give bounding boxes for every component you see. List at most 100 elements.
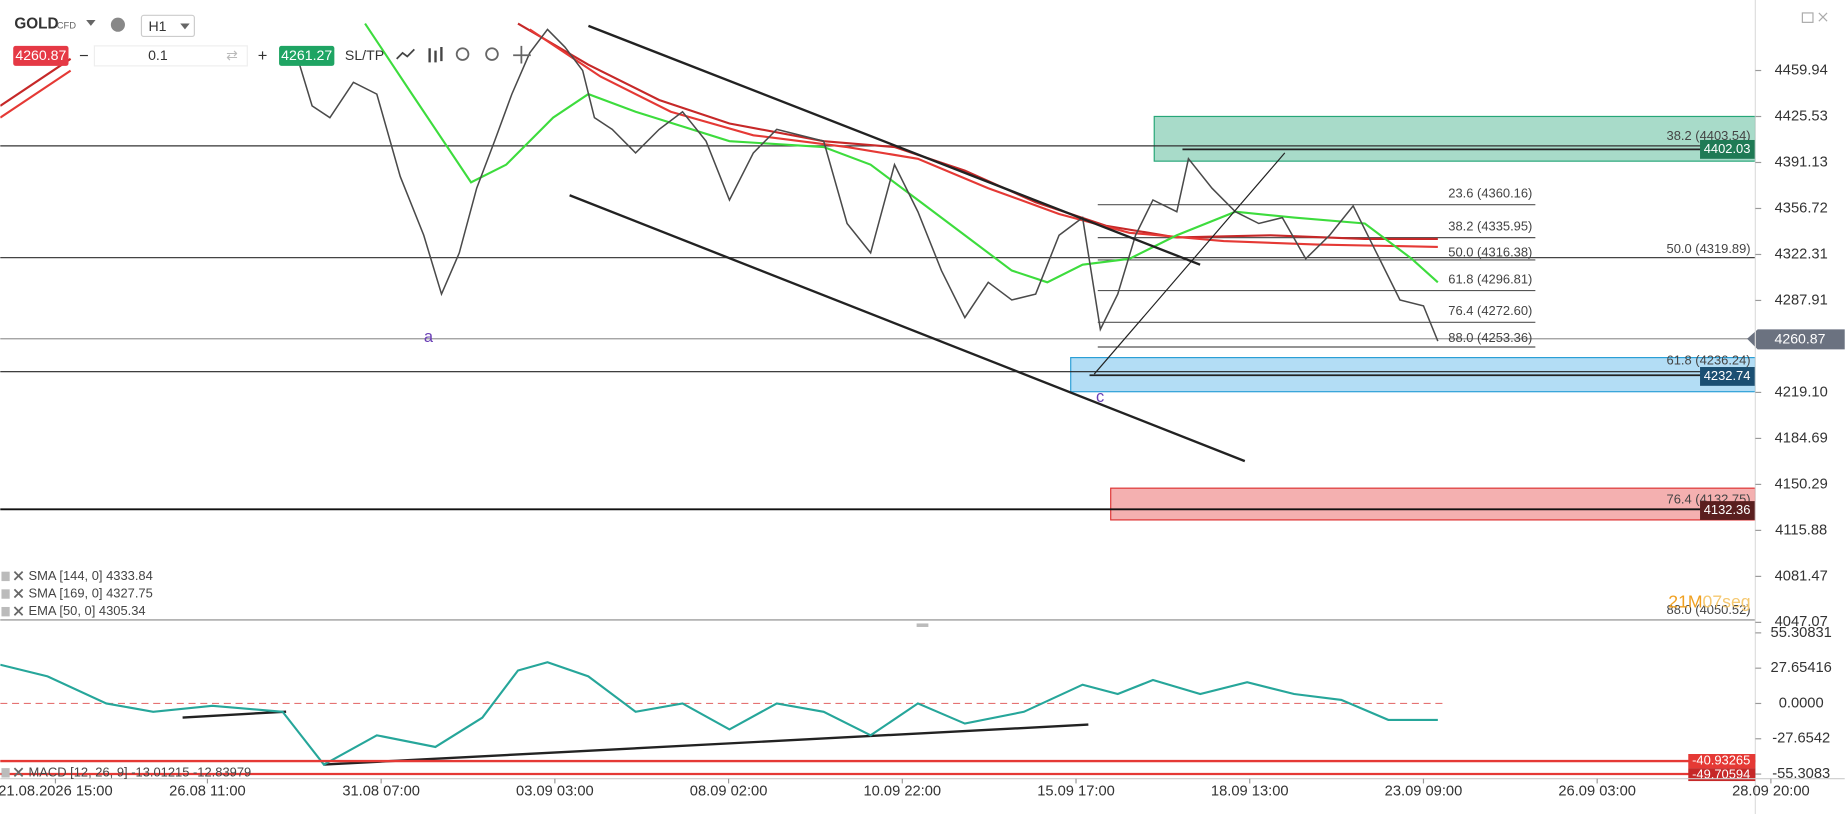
legend-remove[interactable] — [13, 571, 24, 581]
y-tick-label: 4115.88 — [1775, 522, 1827, 538]
dropdown-arrow[interactable] — [86, 19, 96, 26]
x-tick-label: 15.09 17:00 — [1037, 784, 1115, 800]
macd-tag-box — [1688, 768, 1756, 782]
window-icon[interactable] — [1801, 12, 1814, 23]
x-tick-label: 23.09 09:00 — [1385, 784, 1463, 800]
symbol[interactable]: GOLD — [14, 16, 58, 33]
sl-tp-button[interactable]: SL/TP — [345, 47, 384, 63]
sell-price: 4260.87 — [15, 47, 66, 63]
y-tick-label: 4356.72 — [1775, 200, 1828, 216]
price-tag: 4232.74 — [1704, 368, 1751, 383]
fib-label: 88.0 (4253.36) — [1448, 330, 1532, 345]
legend-icon — [1, 606, 10, 617]
macd-tag: -49.70594 — [1692, 767, 1750, 782]
legend-icon — [1, 768, 10, 778]
fib-right-label: 88.0 (4050.52) — [1667, 602, 1751, 617]
y-tick-label: 55.30831 — [1771, 625, 1832, 641]
timeframe-select[interactable] — [140, 14, 195, 38]
macd-tag-box — [1688, 754, 1756, 769]
trendline — [569, 194, 1246, 463]
fib-label: 61.8 (4296.81) — [1448, 271, 1532, 286]
y-tick-label: -55.3083 — [1772, 766, 1830, 782]
y-tick-label: 4150.29 — [1775, 476, 1828, 492]
y-tick-label: 4391.13 — [1775, 154, 1828, 170]
lot-size: 0.1 — [148, 47, 168, 63]
price-tag: 4402.03 — [1704, 141, 1751, 156]
price-tag-box — [1700, 367, 1756, 386]
timeframe: H1 — [148, 18, 166, 34]
zoom-out-icon[interactable] — [455, 47, 470, 61]
toolbar: GOLD CFD H1 4260.87 − 0.1 ⇄ + 4261.27 SL… — [13, 12, 1828, 67]
price-tag-box — [1700, 139, 1756, 159]
axes: 4459.94 4425.53 4391.13 4356.72 4322.31 4287.… — [0, 62, 1832, 799]
price-plot — [0, 22, 1439, 342]
legend-remove[interactable] — [13, 767, 24, 777]
x-tick-label: 31.08 07:00 — [342, 784, 420, 800]
symbol-type: CFD — [57, 19, 77, 30]
buy-price: 4261.27 — [281, 47, 332, 63]
sell-button[interactable] — [13, 45, 69, 66]
y-tick-label: 4459.94 — [1775, 62, 1828, 78]
x-tick-label: 26.08 11:00 — [169, 784, 246, 800]
price-tag: 4132.36 — [1704, 502, 1751, 517]
candle-icon[interactable] — [428, 47, 443, 63]
fib-right-label: 38.2 (4403.54) — [1667, 128, 1751, 143]
fib-right-label: 50.0 (4319.89) — [1667, 241, 1751, 256]
x-tick-label: 18.09 13:00 — [1211, 784, 1289, 800]
timer-minutes: 21M — [1668, 591, 1702, 611]
y-tick-label: 4219.10 — [1775, 384, 1828, 400]
buy-button[interactable] — [279, 45, 335, 66]
indicator-line — [364, 22, 1439, 284]
y-tick-label: 0.0000 — [1779, 695, 1824, 711]
horizontal-lines — [0, 145, 1756, 511]
y-tick-label: 4184.69 — [1775, 430, 1828, 446]
x-tick-label: 21.08.2026 15:00 — [0, 784, 113, 800]
legend-remove[interactable] — [13, 588, 24, 599]
y-tick-label: 4047.07 — [1775, 614, 1828, 630]
fib-label: 76.4 (4272.60) — [1448, 303, 1532, 318]
macd-plot — [0, 661, 1448, 766]
line-chart-icon[interactable] — [396, 48, 415, 60]
x-tick-label: 26.09 03:00 — [1558, 784, 1636, 800]
timer: 21M07seg — [1668, 591, 1750, 611]
y-tick-label: 4322.31 — [1775, 246, 1828, 262]
fib-label: 23.6 (4360.16) — [1448, 186, 1532, 201]
reset-icon[interactable]: ⇄ — [226, 47, 238, 63]
trendline — [323, 723, 1089, 766]
supply-zone — [1153, 115, 1756, 162]
macd-tag: -40.93265 — [1692, 752, 1750, 767]
trendline — [588, 24, 1201, 266]
fib-label: 50.0 (4316.38) — [1448, 244, 1532, 259]
legend-remove[interactable] — [13, 606, 24, 616]
dropdown-arrow — [180, 23, 190, 30]
wave-label: c — [1096, 388, 1104, 406]
fib-label: 38.2 (4335.95) — [1448, 218, 1532, 233]
info-icon[interactable] — [110, 17, 125, 32]
x-tick-label: 08.09 02:00 — [690, 784, 768, 800]
indicator-line — [0, 22, 1438, 240]
indicator-line — [0, 661, 1438, 766]
close-icon[interactable] — [1818, 12, 1828, 22]
plus-button[interactable]: + — [258, 47, 268, 65]
trendline — [182, 710, 287, 719]
y-tick-label: 4081.47 — [1775, 568, 1828, 584]
legend-icon — [1, 571, 10, 582]
target-zone — [1110, 487, 1756, 521]
y-tick-label: 4287.91 — [1775, 292, 1828, 308]
y-tick-label: -27.6542 — [1772, 731, 1830, 747]
move-icon[interactable] — [513, 45, 531, 64]
fib-right-label: 61.8 (4236.24) — [1667, 353, 1751, 368]
lot-input[interactable] — [93, 45, 248, 67]
minus-button[interactable]: − — [79, 47, 89, 65]
legend-icon — [1, 589, 10, 599]
indicator-line — [0, 28, 1438, 248]
x-tick-label: 10.09 22:00 — [864, 784, 942, 800]
resize-handle[interactable] — [916, 623, 929, 627]
price-tag: 4260.87 — [1775, 331, 1826, 347]
price-tag-box — [1747, 329, 1845, 350]
zoom-in-icon[interactable] — [485, 47, 499, 61]
y-tick-label: 4425.53 — [1775, 108, 1828, 124]
